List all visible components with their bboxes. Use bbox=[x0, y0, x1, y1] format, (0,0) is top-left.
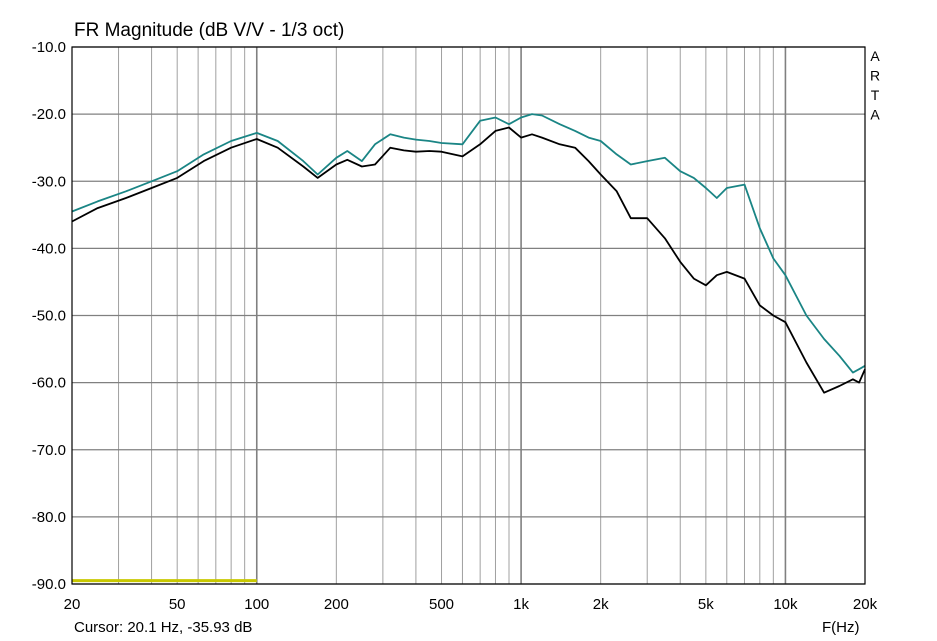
series-line-1 bbox=[71, 113, 866, 374]
watermark-letter: T bbox=[871, 87, 880, 103]
watermark-letter: R bbox=[870, 68, 880, 84]
y-tick-label: -80.0 bbox=[32, 509, 66, 526]
x-tick-label: 500 bbox=[429, 596, 454, 613]
y-tick-label: -10.0 bbox=[32, 39, 66, 56]
x-tick-label: 50 bbox=[169, 596, 186, 613]
cursor-readout: Cursor: 20.1 Hz, -35.93 dB bbox=[74, 619, 253, 636]
x-tick-label: 10k bbox=[773, 596, 798, 613]
x-tick-label: 5k bbox=[698, 596, 714, 613]
x-tick-label: 2k bbox=[593, 596, 609, 613]
y-tick-label: -20.0 bbox=[32, 106, 66, 123]
watermark-letter: A bbox=[870, 107, 880, 123]
y-tick-label: -40.0 bbox=[32, 240, 66, 257]
y-tick-label: -60.0 bbox=[32, 375, 66, 392]
x-tick-label: 20 bbox=[64, 596, 81, 613]
x-tick-label: 200 bbox=[324, 596, 349, 613]
series-line-2 bbox=[71, 126, 866, 394]
watermark-letter: A bbox=[870, 48, 880, 64]
plot-frame bbox=[71, 46, 866, 585]
y-tick-label: -30.0 bbox=[32, 173, 66, 190]
y-tick-label: -50.0 bbox=[32, 308, 66, 325]
x-axis-label: F(Hz) bbox=[822, 619, 860, 636]
y-tick-label: -90.0 bbox=[32, 576, 66, 593]
x-tick-label: 20k bbox=[853, 596, 878, 613]
y-tick-label: -70.0 bbox=[32, 442, 66, 459]
x-tick-label: 100 bbox=[244, 596, 269, 613]
x-tick-label: 1k bbox=[513, 596, 529, 613]
chart-title: FR Magnitude (dB V/V - 1/3 oct) bbox=[74, 20, 345, 41]
